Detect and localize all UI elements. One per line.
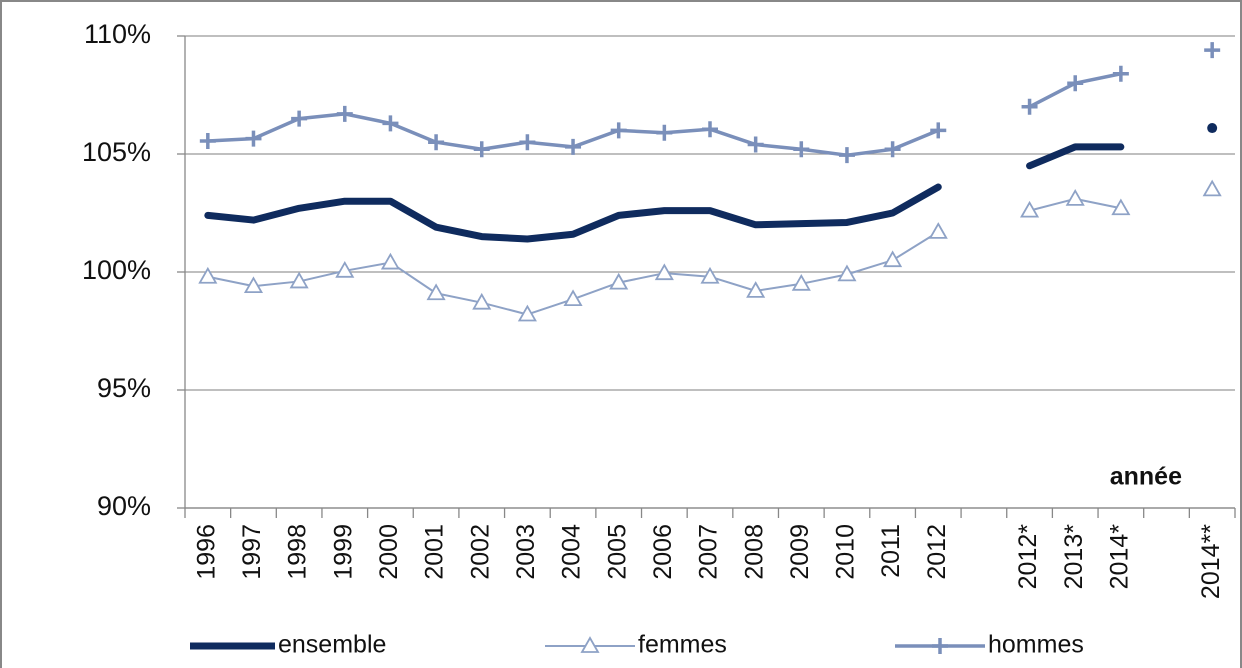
marker [930,122,947,139]
marker [517,304,537,322]
marker [656,124,673,141]
legend-label: hommes [988,631,1084,659]
x-tick-label: 2007 [695,524,723,580]
marker [243,276,264,294]
x-tick-label: 2009 [786,524,814,580]
marker [1021,98,1038,115]
legend-marker [580,636,600,653]
marker [336,105,353,122]
marker [335,261,355,278]
y-tick-label: 110% [84,19,151,49]
marker [1202,179,1222,197]
x-tick-label: 2014** [1197,524,1225,599]
y-tick-label: 95% [97,373,151,403]
marker [884,141,901,158]
x-tick-label: 2013* [1060,524,1088,590]
x-tick-label: 2008 [740,524,768,580]
x-tick-label: 2011 [877,524,905,578]
marker [565,138,582,155]
y-tick-label: 105% [82,137,151,167]
y-tick-label: 90% [97,491,151,521]
marker [519,134,536,151]
marker [609,272,629,290]
x-tick-label: 2004 [558,524,586,580]
marker [928,222,948,239]
marker [746,281,766,298]
x-tick-label: 2005 [603,524,631,580]
marker [382,115,399,132]
marker [838,147,855,164]
legend-label: femmes [638,631,727,659]
marker [654,263,674,281]
marker [1204,42,1221,59]
marker [610,122,627,139]
marker [793,141,810,158]
x-tick-label: 2010 [832,524,860,580]
x-tick-label: 1997 [238,524,266,580]
marker [289,271,309,289]
marker [428,134,445,151]
legend-label: ensemble [278,631,386,659]
marker [472,292,492,310]
marker [473,141,490,158]
x-tick-label: 2000 [375,524,403,580]
marker [747,136,764,153]
y-tick-label: 100% [82,255,151,285]
marker [199,133,216,150]
legend-item: femmes [545,631,727,659]
marker [1111,198,1131,216]
x-axis-label: année [1110,463,1182,491]
marker [1112,65,1129,82]
marker [702,121,718,138]
marker [837,264,857,282]
x-tick-label: 1998 [284,524,312,580]
legend-item: hommes [895,631,1084,659]
legend-marker [932,638,948,654]
marker [1065,189,1085,206]
marker [426,283,446,301]
marker [883,250,903,268]
marker [198,266,218,284]
x-tick-label: 1996 [192,524,220,580]
x-tick-label: 2001 [421,524,449,580]
marker [700,266,720,284]
marker [563,289,583,307]
x-tick-label: 2014* [1105,524,1133,590]
x-tick-label: 2012 [923,524,951,580]
marker [245,130,262,147]
x-tick-label: 2012* [1014,524,1042,590]
x-tick-label: 2002 [466,524,494,580]
x-tick-label: 1999 [329,524,357,580]
marker [1067,75,1084,92]
marker [1207,123,1218,134]
marker [291,110,308,127]
marker [380,252,400,270]
x-tick-label: 2006 [649,524,677,580]
x-tick-label: 2003 [512,524,540,580]
legend-item: ensemble [190,631,386,659]
marker [791,273,811,291]
marker [1020,200,1040,218]
